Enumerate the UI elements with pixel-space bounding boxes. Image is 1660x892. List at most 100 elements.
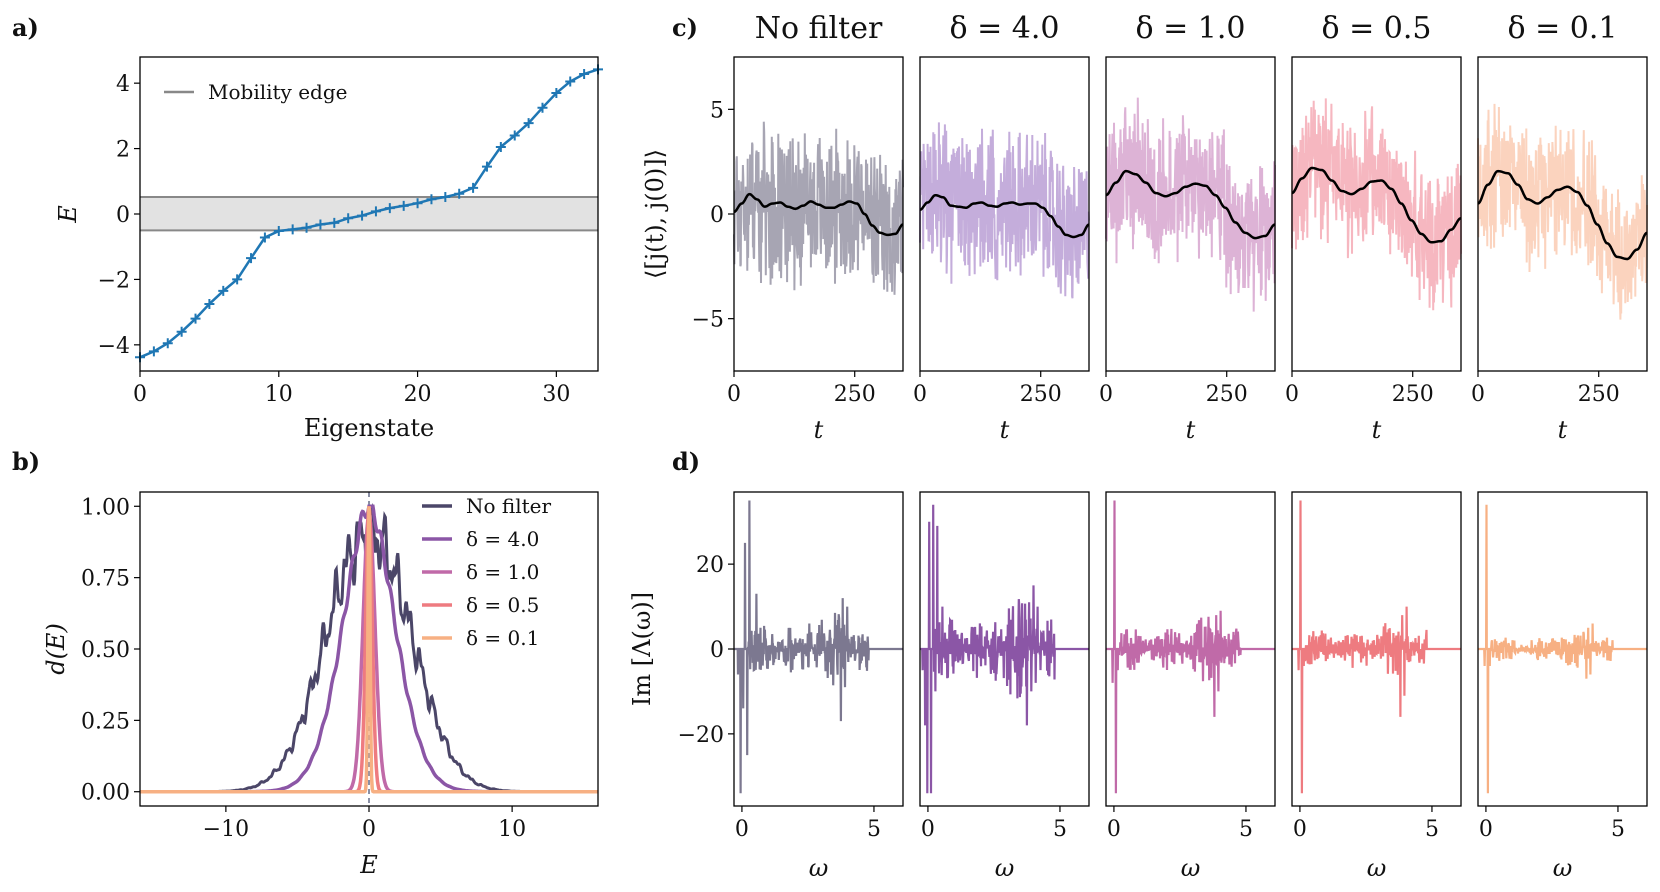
eigenstate-marker-14	[329, 217, 340, 228]
smoothed-signal-0	[733, 192, 904, 237]
eigenstate-marker-10	[273, 226, 284, 237]
chart-c-title-3: δ = 0.5	[1322, 11, 1432, 46]
c1-xtick-label-0: 0	[913, 382, 927, 407]
chart-c-frame-2	[1105, 56, 1276, 372]
eigenstate-marker-7	[232, 274, 243, 285]
chart-b-xlabel: E	[359, 851, 378, 879]
eigenstate-marker-12	[301, 222, 312, 233]
a-ytick-label-3: 2	[116, 138, 130, 163]
d0-xtick-label-0: 0	[735, 817, 749, 842]
density-curve-4	[140, 506, 598, 794]
c4-xtick-label-0: 0	[1471, 382, 1485, 407]
legend-b-label-0: No filter	[466, 494, 552, 518]
chart-c-title-1: δ = 4.0	[950, 11, 1060, 46]
eigenstate-marker-27	[509, 130, 520, 141]
spectrum-line-3	[1292, 500, 1461, 794]
chart-d-frame-4	[1477, 491, 1648, 807]
chart-d-subplot-1: 0 5 ω	[919, 491, 1090, 882]
spectrum-line-4	[1478, 504, 1647, 794]
eigenstate-marker-11	[287, 224, 298, 235]
eigenstate-marker-28	[523, 118, 534, 129]
d2-xtick-label-0: 0	[1107, 817, 1121, 842]
chart-d-frame-2	[1105, 491, 1276, 807]
eigenstate-marker-4	[190, 313, 201, 324]
c0-xtick-label-0: 0	[727, 382, 741, 407]
smoothed-signal-3	[1291, 166, 1462, 244]
b-xtick-label-1: 0	[362, 817, 376, 842]
d0-ytick-label-0: −20	[678, 723, 724, 748]
d0-xtick-label-1: 5	[867, 817, 881, 842]
legend-b-label-1: δ = 4.0	[466, 527, 539, 551]
eigenstate-marker-21	[426, 194, 437, 205]
d0-ytick-label-2: 20	[696, 553, 724, 578]
chart-d-frame-1	[919, 491, 1090, 807]
chart-a-series-line	[139, 68, 599, 359]
chart-d-xlabel-1: ω	[995, 854, 1015, 882]
chart-a-ticks: 0 10 20 30 −4 −2 0 2 4	[98, 72, 571, 407]
a-ytick-label-0: −4	[98, 334, 130, 359]
legend-b-label-3: δ = 0.5	[466, 593, 539, 617]
b-xtick-label-2: 10	[498, 817, 526, 842]
eigenstate-marker-22	[440, 191, 451, 202]
chart-c-frame-1	[919, 56, 1090, 372]
chart-d-xlabel-2: ω	[1181, 854, 1201, 882]
eigenstate-marker-16	[357, 210, 368, 221]
panel-label-c: c)	[672, 13, 698, 42]
spectrum-line-1	[920, 504, 1089, 794]
chart-b-legend: No filter δ = 4.0 δ = 1.0 δ = 0.5 δ = 0.1	[422, 494, 552, 650]
b-ytick-label-1: 0.25	[81, 709, 130, 734]
b-ytick-label-4: 1.00	[81, 495, 130, 520]
c3-xtick-label-0: 0	[1285, 382, 1299, 407]
c0-ytick-label-1: 0	[710, 203, 724, 228]
a-xtick-label-1: 10	[265, 382, 293, 407]
noisy-signal-2	[1105, 97, 1276, 312]
chart-c-xlabel-1: t	[1000, 416, 1010, 444]
legend-b-label-2: δ = 1.0	[466, 560, 539, 584]
d4-xtick-label-0: 0	[1479, 817, 1493, 842]
legend-a-label: Mobility edge	[208, 80, 347, 104]
d1-xtick-label-1: 5	[1053, 817, 1067, 842]
b-xtick-label-0: −10	[203, 817, 249, 842]
chart-a-xlabel: Eigenstate	[304, 414, 434, 442]
chart-c-frame-3	[1291, 56, 1462, 372]
eigenstate-marker-1	[148, 346, 159, 357]
d2-xtick-label-1: 5	[1239, 817, 1253, 842]
eigenstate-marker-9	[259, 232, 270, 243]
chart-d-xlabel-0: ω	[809, 854, 829, 882]
noisy-signal-3	[1291, 98, 1462, 311]
chart-c-title-4: δ = 0.1	[1508, 11, 1618, 46]
a-ytick-label-2: 0	[116, 203, 130, 228]
a-xtick-label-3: 30	[542, 382, 570, 407]
eigenstate-marker-2	[162, 338, 173, 349]
spectrum-line-2	[1106, 500, 1275, 794]
spectrum-line-0	[734, 500, 903, 794]
chart-c-title-0: No filter	[755, 11, 883, 46]
eigenstate-marker-26	[495, 141, 506, 152]
c0-xtick-label-1: 250	[834, 382, 876, 407]
chart-c-subplot-0: 0 250 −5 0 5 No filter t	[692, 11, 904, 444]
eigenstate-marker-15	[343, 213, 354, 224]
d0-ytick-label-1: 0	[710, 638, 724, 663]
chart-d-subplot-4: 0 5 ω	[1477, 491, 1648, 882]
smoothed-signal-1	[919, 193, 1090, 239]
eigenstate-marker-18	[384, 203, 395, 214]
eigenstate-marker-31	[565, 76, 576, 87]
a-ytick-label-4: 4	[116, 72, 130, 97]
chart-c: 0 250 −5 0 5 No filter t 0 250 δ = 4.0 t 0 250 δ = 1.…	[641, 11, 1648, 444]
eigenstate-marker-30	[551, 87, 562, 98]
eigenstate-marker-3	[176, 326, 187, 337]
chart-c-subplot-1: 0 250 δ = 4.0 t	[913, 11, 1090, 444]
legend-b-label-4: δ = 0.1	[466, 626, 539, 650]
chart-c-xlabel-3: t	[1372, 416, 1382, 444]
eigenstate-marker-25	[481, 161, 492, 172]
chart-b-curves	[140, 502, 598, 794]
chart-c-xlabel-4: t	[1558, 416, 1568, 444]
chart-c-subplot-2: 0 250 δ = 1.0 t	[1099, 11, 1276, 444]
a-xtick-label-2: 20	[404, 382, 432, 407]
chart-b-ylabel: d(E)	[42, 623, 70, 675]
a-ytick-label-1: −2	[98, 268, 130, 293]
smoothed-signal-2	[1105, 169, 1276, 240]
d4-xtick-label-1: 5	[1611, 817, 1625, 842]
